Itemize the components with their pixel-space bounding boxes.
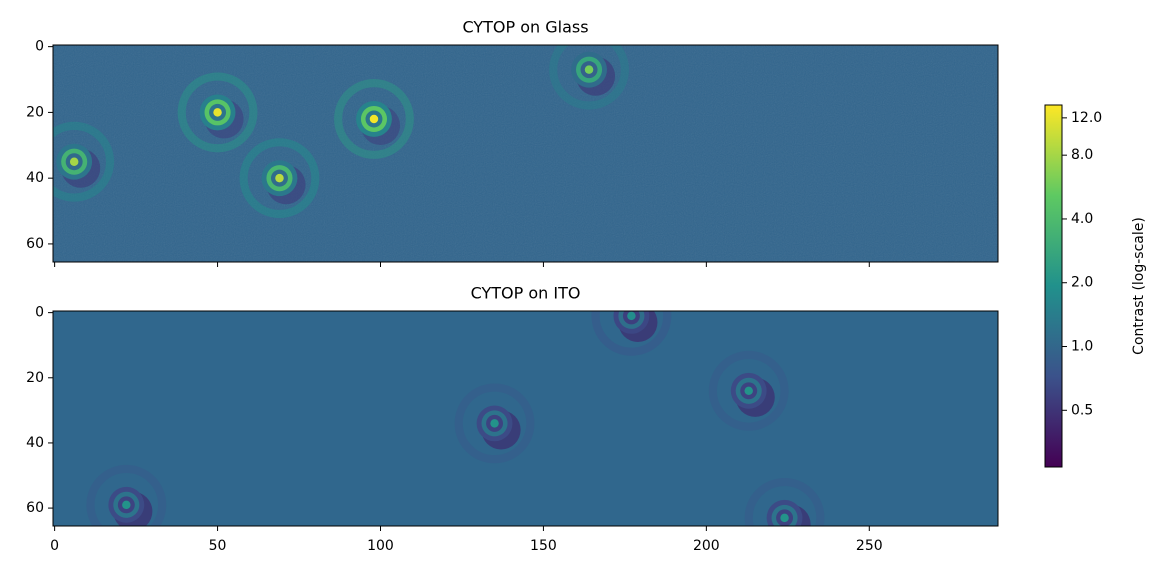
y-tick-label: 40	[26, 435, 44, 451]
spot-core	[213, 108, 221, 116]
spot-core	[490, 419, 498, 427]
spot-core	[744, 387, 752, 395]
spot-core	[780, 514, 788, 522]
y-tick-label: 40	[26, 170, 44, 186]
colorbar-tick-label: 4.0	[1071, 211, 1093, 227]
colorbar-tick-label: 1.0	[1071, 339, 1093, 355]
spot-core	[627, 312, 635, 320]
image-noise	[53, 45, 998, 262]
y-tick-label: 60	[26, 500, 44, 516]
image-background	[53, 311, 998, 526]
x-tick-label: 150	[530, 538, 557, 554]
subplot-title: CYTOP on Glass	[462, 18, 588, 37]
y-tick-label: 0	[35, 305, 44, 321]
subplot-title: CYTOP on ITO	[471, 284, 581, 303]
colorbar-tick-label: 0.5	[1071, 402, 1093, 418]
colorbar-tick-label: 2.0	[1071, 275, 1093, 291]
x-tick-label: 100	[367, 538, 394, 554]
colorbar	[1045, 105, 1062, 467]
spot-core	[70, 157, 78, 165]
spot-core	[275, 174, 283, 182]
colorbar-tick-label: 8.0	[1071, 147, 1093, 163]
y-tick-label: 20	[26, 104, 44, 120]
spot-core	[585, 65, 593, 73]
spot-core	[122, 501, 130, 509]
colorbar-label: Contrast (log-scale)	[1131, 217, 1147, 355]
x-tick-label: 50	[209, 538, 227, 554]
y-tick-label: 0	[35, 39, 44, 55]
y-tick-label: 20	[26, 370, 44, 386]
x-tick-label: 200	[693, 538, 720, 554]
x-tick-label: 250	[856, 538, 883, 554]
figure: CYTOP on Glass 0 20 40 60 CYTOP on ITO 0 20 40 60…	[0, 0, 1151, 558]
y-tick-label: 60	[26, 236, 44, 252]
spot-core	[370, 115, 378, 123]
colorbar-tick-label: 12.0	[1071, 110, 1102, 126]
x-tick-label: 0	[50, 538, 59, 554]
